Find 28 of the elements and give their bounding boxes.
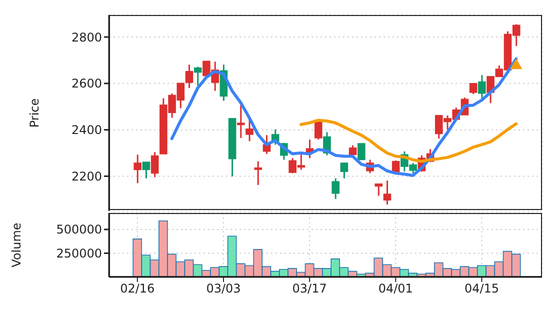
candlestick xyxy=(194,66,202,86)
x-tick-label: 02/16 xyxy=(120,282,155,296)
candlestick xyxy=(358,143,366,160)
candlestick xyxy=(383,180,392,206)
y-axis-title: Price xyxy=(27,98,42,128)
candlestick xyxy=(185,64,194,89)
candlestick xyxy=(374,183,383,196)
candlestick xyxy=(478,74,486,100)
candlestick xyxy=(150,151,159,178)
y-tick-label: 2800 xyxy=(71,30,102,44)
candlestick xyxy=(237,104,245,139)
candlestick xyxy=(142,161,150,180)
candlestick xyxy=(340,162,348,180)
candlestick xyxy=(254,160,262,186)
y-tick-label: 2200 xyxy=(71,169,102,184)
candlestick xyxy=(332,178,340,200)
y-axis-title: Volume xyxy=(9,222,24,268)
candlestick xyxy=(134,154,142,184)
y-tick-label: 500000 xyxy=(56,222,102,237)
x-tick-label: 03/03 xyxy=(206,282,241,296)
y-tick-label: 2400 xyxy=(71,123,102,138)
x-tick-label: 03/17 xyxy=(292,282,327,296)
x-tick-label: 04/15 xyxy=(464,282,500,296)
candlestick xyxy=(469,82,478,95)
x-tick-label: 04/01 xyxy=(378,282,413,296)
y-tick-label: 250000 xyxy=(56,246,102,260)
candlestick xyxy=(246,118,254,142)
y-tick-label: 2600 xyxy=(71,76,102,91)
